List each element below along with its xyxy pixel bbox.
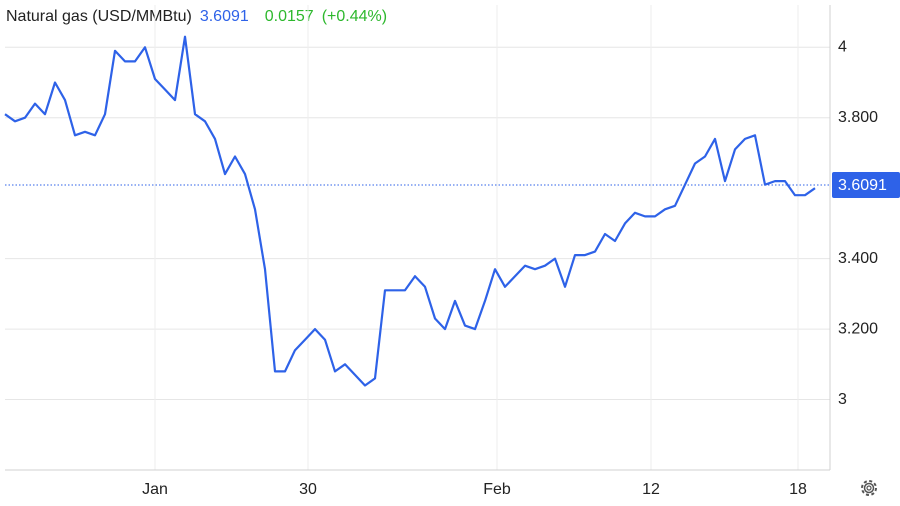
y-tick-label: 3 xyxy=(838,391,847,408)
x-tick-label: Jan xyxy=(142,481,168,498)
y-tick-label: 3.200 xyxy=(838,320,878,337)
x-tick-label: 12 xyxy=(642,481,660,498)
last-price-badge xyxy=(832,171,900,198)
change: 0.0157 xyxy=(265,8,314,25)
gear-teeth xyxy=(861,480,877,496)
last-value: 3.6091 xyxy=(200,8,249,25)
x-tick-label: 30 xyxy=(299,481,317,498)
price-line xyxy=(4,35,816,387)
gear-hub xyxy=(866,485,872,491)
chart-title: Natural gas (USD/MMBtu) xyxy=(6,8,192,25)
change-percent: (+0.44%) xyxy=(322,8,387,25)
y-tick-label: 3.800 xyxy=(838,109,878,126)
last-price-label: 3.6091 xyxy=(838,177,887,194)
grid xyxy=(5,5,830,470)
y-tick-label: 4 xyxy=(838,38,847,55)
x-tick-label: Feb xyxy=(483,481,511,498)
y-tick-label: 3.400 xyxy=(838,250,878,267)
x-tick-label: 18 xyxy=(789,481,807,498)
settings-icon[interactable] xyxy=(861,480,877,496)
gear-body xyxy=(863,482,875,494)
